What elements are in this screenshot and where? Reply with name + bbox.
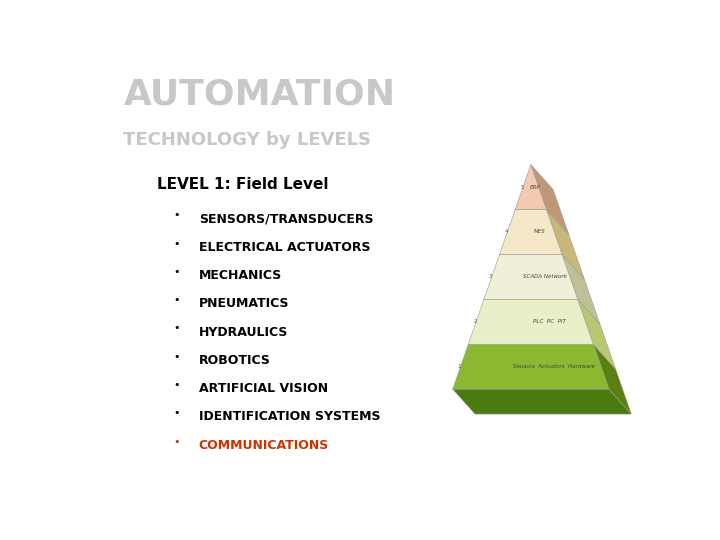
Text: 4: 4 [505,230,508,234]
Text: SENSORS/TRANSDUCERS: SENSORS/TRANSDUCERS [199,212,373,225]
Polygon shape [577,299,616,369]
Text: ERP: ERP [530,185,541,190]
Text: AUTOMATION: AUTOMATION [124,77,395,111]
Text: •: • [174,408,180,418]
Text: •: • [174,239,180,248]
Text: •: • [174,210,180,220]
Text: ELECTRICAL ACTUATORS: ELECTRICAL ACTUATORS [199,241,370,254]
Polygon shape [562,254,600,324]
Text: •: • [174,295,180,305]
Text: ARTIFICIAL VISION: ARTIFICIAL VISION [199,382,328,395]
Polygon shape [593,344,631,414]
Text: •: • [174,323,180,333]
Polygon shape [484,254,577,299]
Polygon shape [453,344,609,389]
Text: •: • [174,436,180,447]
Polygon shape [500,210,562,254]
Polygon shape [546,210,585,279]
Text: PNEUMATICS: PNEUMATICS [199,297,289,310]
Text: ROBOTICS: ROBOTICS [199,354,271,367]
Text: COMMUNICATIONS: COMMUNICATIONS [199,438,329,451]
Text: 1: 1 [458,364,461,369]
Text: HYDRAULICS: HYDRAULICS [199,326,288,339]
Text: PLC  PC  PIT: PLC PC PIT [533,319,566,324]
Polygon shape [468,299,593,344]
Text: SCADA Network: SCADA Network [523,274,567,279]
Text: 3: 3 [489,274,492,279]
Text: IDENTIFICATION SYSTEMS: IDENTIFICATION SYSTEMS [199,410,380,423]
Polygon shape [516,165,546,210]
Text: •: • [174,267,180,277]
Text: TECHNOLOGY by LEVELS: TECHNOLOGY by LEVELS [124,131,372,150]
Text: •: • [174,352,180,362]
Polygon shape [453,389,631,414]
Text: 5: 5 [520,185,523,190]
Text: LEVEL 1: Field Level: LEVEL 1: Field Level [157,177,328,192]
Text: Sensors  Actuators  Hardware: Sensors Actuators Hardware [513,364,595,369]
Polygon shape [531,165,569,234]
Text: MECHANICS: MECHANICS [199,269,282,282]
Text: •: • [174,380,180,390]
Text: 2: 2 [473,319,477,324]
Text: MES: MES [534,230,546,234]
